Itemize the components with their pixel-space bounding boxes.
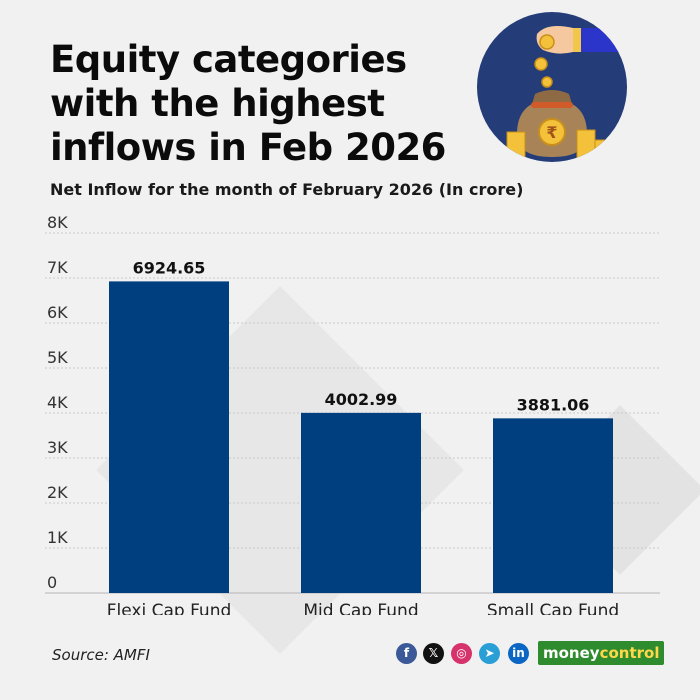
- bar: [493, 418, 613, 593]
- title-line: inflows in Feb 2026: [50, 126, 446, 169]
- data-label: 6924.65: [133, 258, 206, 277]
- source-note: Source: AMFI: [52, 646, 150, 664]
- instagram-icon[interactable]: ◎: [451, 643, 472, 664]
- data-label: 3881.06: [517, 395, 590, 414]
- y-tick-label: 2K: [47, 483, 68, 502]
- sleeve-shape: [577, 28, 627, 52]
- money-bag-illustration: ₹: [477, 12, 627, 162]
- title-line: with the highest: [50, 82, 385, 125]
- y-tick-label: 1K: [47, 528, 68, 547]
- page-title: Equity categories with the highest inflo…: [50, 38, 446, 170]
- bar: [109, 281, 229, 593]
- y-tick-label: 4K: [47, 393, 68, 412]
- brand-part2: control: [599, 644, 660, 662]
- x-icon[interactable]: 𝕏: [423, 643, 444, 664]
- y-tick-label: 5K: [47, 348, 68, 367]
- x-tick-label: Mid Cap Fund: [303, 601, 418, 615]
- x-tick-label: Flexi Cap Fund: [107, 601, 232, 615]
- facebook-icon[interactable]: f: [396, 643, 417, 664]
- linkedin-icon[interactable]: in: [508, 643, 529, 664]
- y-tick-label: 6K: [47, 303, 68, 322]
- moneycontrol-logo[interactable]: moneycontrol: [538, 641, 665, 665]
- svg-text:₹: ₹: [546, 123, 557, 142]
- x-tick-label: Small Cap Fund: [487, 601, 619, 615]
- brand-part1: money: [543, 644, 600, 662]
- data-label: 4002.99: [325, 390, 398, 409]
- y-tick-label: 0: [47, 573, 57, 592]
- coin-icon: [541, 76, 553, 88]
- coin-icon: [539, 34, 555, 50]
- y-tick-label: 7K: [47, 258, 68, 277]
- chart-subtitle: Net Inflow for the month of February 202…: [50, 180, 524, 199]
- y-tick-label: 3K: [47, 438, 68, 457]
- bar-chart: 0 1K 2K 3K 4K 5K 6K 7K 8K 6924.65 Flexi Cap Fund 40…: [45, 215, 660, 615]
- title-line: Equity categories: [50, 38, 407, 81]
- y-tick-label: 8K: [47, 215, 68, 232]
- bar: [301, 412, 421, 593]
- telegram-icon[interactable]: ➤: [479, 643, 500, 664]
- coin-icon: [534, 57, 548, 71]
